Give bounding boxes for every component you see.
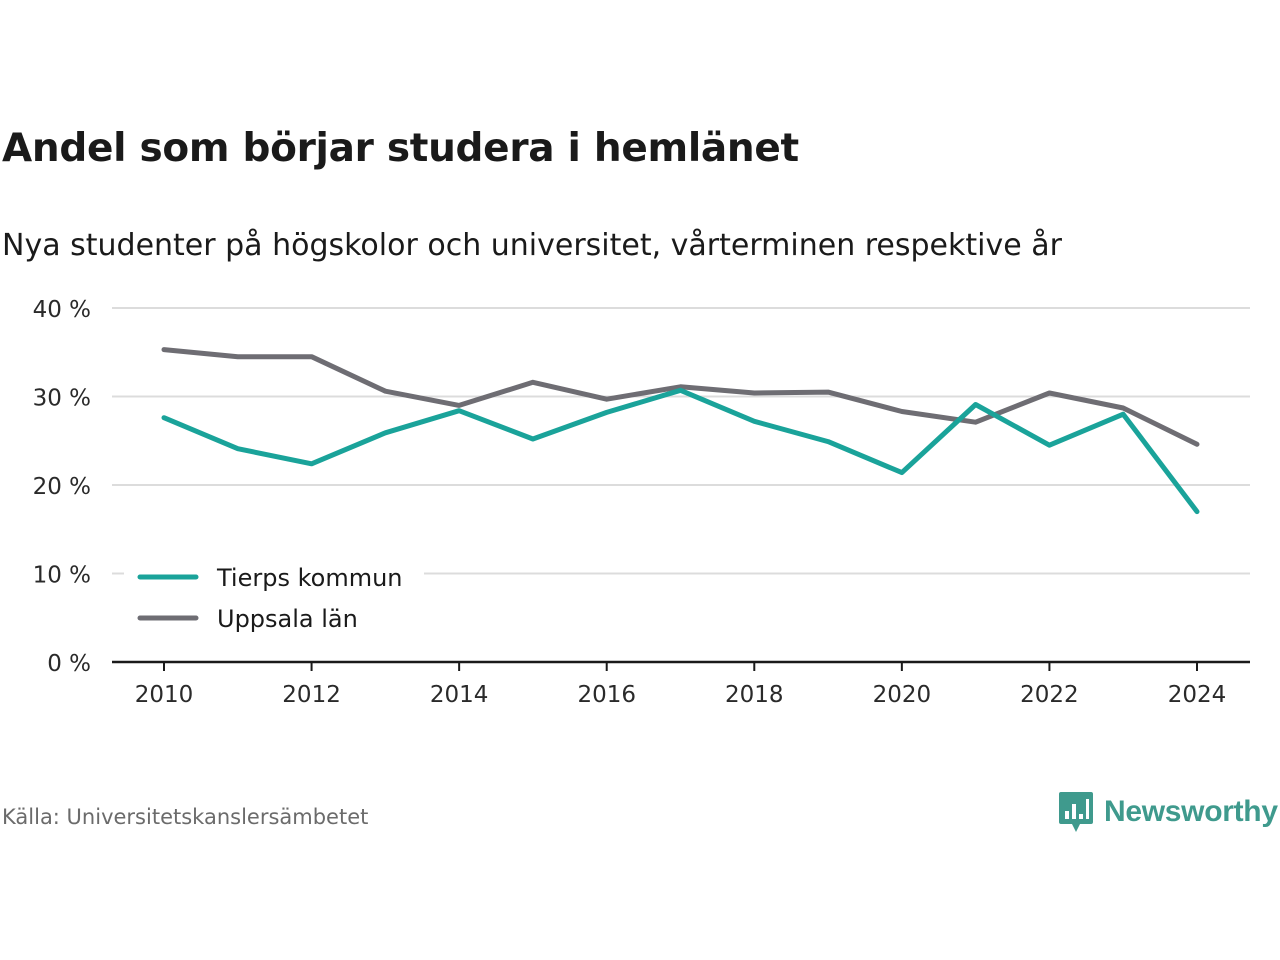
x-tick-label: 2018	[725, 682, 784, 708]
brand-name: Newsworthy	[1104, 795, 1278, 828]
series-line-tierps-kommun	[161, 387, 1200, 515]
x-tick-label: 2012	[282, 682, 341, 708]
chart-subtitle: Nya studenter på högskolor och universit…	[2, 228, 1062, 263]
x-tick-label: 2024	[1168, 682, 1227, 708]
x-tick-label: 2010	[135, 682, 194, 708]
y-tick-label: 30 %	[33, 386, 91, 412]
x-tick-label: 2016	[577, 682, 636, 708]
newsworthy-logo-icon	[1059, 792, 1093, 832]
y-tick-label: 10 %	[33, 563, 91, 589]
x-tick-label: 2014	[430, 682, 489, 708]
legend-label: Tierps kommun	[216, 564, 403, 592]
source-note: Källa: Universitetskanslersämbetet	[2, 805, 369, 829]
chart-title: Andel som börjar studera i hemlänet	[2, 126, 799, 171]
legend-label: Uppsala län	[217, 605, 358, 633]
line-chart: 0 % 10 % 20 % 30 % 40 % 2010 2012 2014 2016 2018 2…	[33, 297, 1250, 708]
y-tick-label: 40 %	[33, 297, 91, 323]
y-tick-label: 20 %	[33, 474, 91, 500]
legend-background	[124, 552, 424, 642]
x-tick-label: 2022	[1020, 682, 1079, 708]
y-tick-label: 0 %	[47, 651, 91, 677]
brand-logo[interactable]: Newsworthy	[1058, 790, 1278, 834]
x-tick-label: 2020	[873, 682, 932, 708]
series-line-uppsala-lan	[161, 347, 1200, 447]
